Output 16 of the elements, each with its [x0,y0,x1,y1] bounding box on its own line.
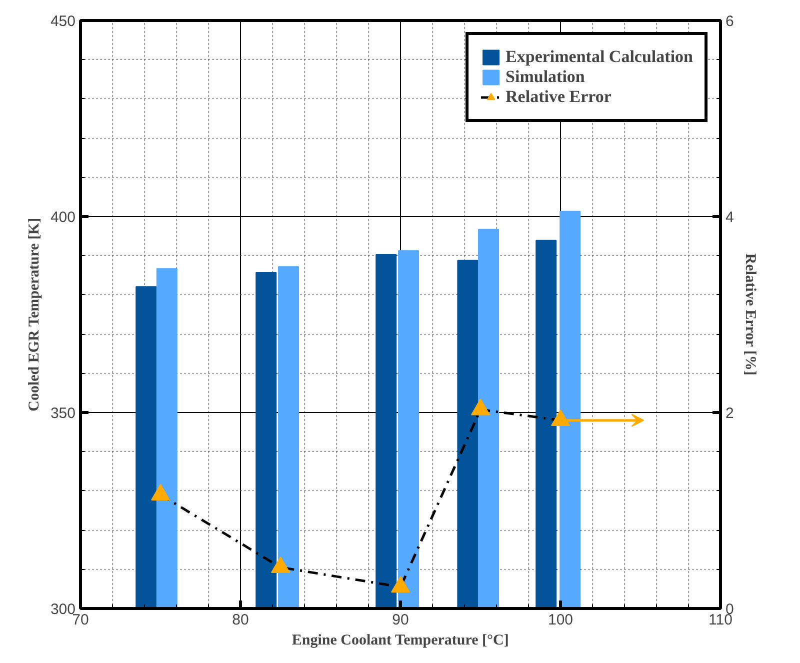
x-axis-title: Engine Coolant Temperature [°C] [292,632,509,648]
legend-label: Experimental Calculation [506,47,693,67]
y-axis-title: Cooled EGR Temperature [K] [26,218,42,412]
legend-label: Relative Error [506,87,612,107]
x-tick-label: 80 [232,612,249,628]
legend-label: Simulation [506,67,585,87]
y2-tick-label: 4 [726,209,734,226]
y2-tick-label: 2 [726,405,734,422]
x-tick-label: 90 [392,612,409,628]
y-tick-label: 400 [50,209,76,226]
x-tick-label: 100 [548,612,574,628]
y-tick-label: 350 [50,405,76,422]
y-tick-label: 450 [50,13,76,30]
y2-axis-title: Relative Error [%] [742,253,758,376]
y-tick-label: 300 [50,601,76,618]
y2-tick-label: 6 [726,13,734,30]
